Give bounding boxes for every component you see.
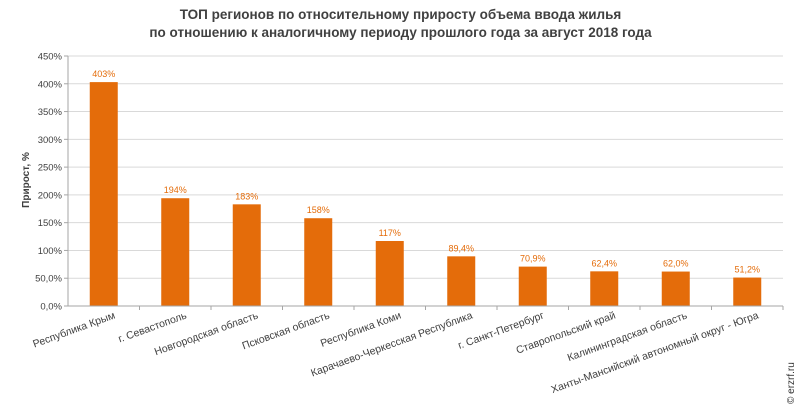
data-label: 183% [235,191,258,201]
watermark: © erzrf.ru [786,362,797,404]
data-label: 117% [379,228,401,238]
bar [447,256,476,306]
chart-title: ТОП регионов по относительному приросту … [0,6,801,42]
y-tick-label: 150% [38,218,63,229]
y-tick-label: 100% [38,246,63,257]
bar [661,271,690,306]
chart-title-line-1: ТОП регионов по относительному приросту … [179,7,622,22]
labels-layer: 0,0% 50,0% 100% 150% 200% 250% 300% 350% 400% 450… [31,52,760,397]
bar [232,204,261,306]
x-tick-label: Республика Крым [31,310,116,351]
bar [304,218,333,306]
bar [733,277,762,306]
data-label: 51,2% [734,265,760,275]
y-tick-label: 50,0% [35,274,62,285]
bar [89,82,118,306]
y-tick-label: 400% [38,79,63,90]
y-tick-label: 300% [38,135,63,146]
axis-layer [64,55,784,310]
data-label: 70,9% [520,254,546,264]
y-axis-label: Прирост, % [21,152,32,208]
data-label: 89,4% [448,243,474,253]
data-label: 403% [92,69,115,79]
chart-title-line-2: по отношению к аналогичному периоду прош… [149,25,652,40]
bar [518,266,547,306]
bar [161,198,190,306]
y-tick-label: 350% [38,107,63,118]
data-label: 158% [307,205,330,215]
data-label: 62,4% [591,258,617,268]
data-label: 194% [164,185,187,195]
y-tick-label: 0,0% [40,302,62,313]
bar [590,271,619,306]
y-tick-label: 250% [38,163,63,174]
bar [375,241,404,306]
data-label: 62,0% [663,259,689,269]
y-tick-label: 200% [38,190,63,201]
bars-layer [89,82,762,306]
y-tick-label: 450% [38,52,63,63]
